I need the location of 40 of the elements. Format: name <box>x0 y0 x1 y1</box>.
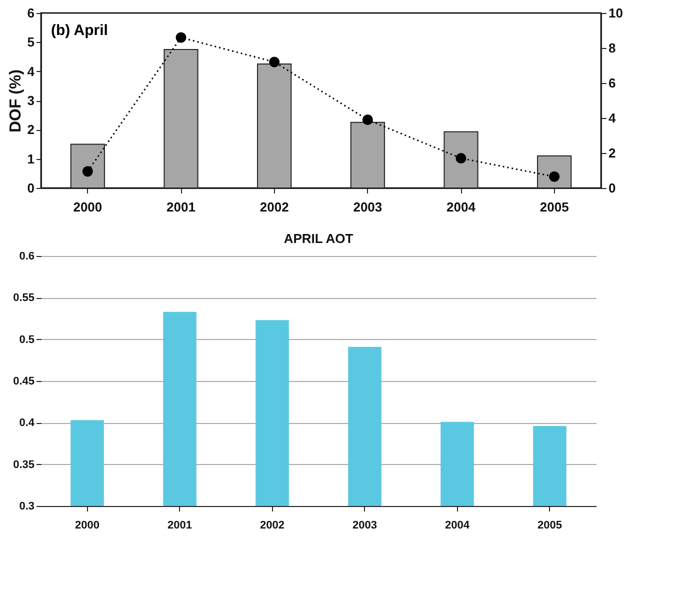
x-tick-label: 2002 <box>260 520 284 532</box>
chart-title: APRIL AOT <box>284 231 354 246</box>
y-tick-label: 0.6 <box>19 250 34 262</box>
y-tick-label: 2 <box>27 122 34 138</box>
x-tick-label: 2001 <box>168 520 192 532</box>
y-tick-label: 0.4 <box>19 417 36 430</box>
y-axis-title: DOF (%) <box>7 69 24 133</box>
y-tick-label: 0.5 <box>19 334 34 346</box>
y-tick-label: 3 <box>27 93 34 108</box>
x-tick-label: 2004 <box>446 200 476 214</box>
y2-tick-label: 2 <box>608 146 616 160</box>
point <box>82 166 93 177</box>
y2-tick-label: 0 <box>608 180 616 196</box>
y2-tick-label: 10 <box>608 6 623 20</box>
y-tick-label: 1 <box>27 151 34 166</box>
annotation: (b) April <box>51 22 108 39</box>
y-tick-label: 0 <box>27 180 34 196</box>
x-tick-label: 2005 <box>538 520 562 532</box>
x-tick-label: 2000 <box>73 200 102 214</box>
y2-tick-label: 6 <box>608 76 616 90</box>
y-tick-label: 0.3 <box>19 500 34 512</box>
point <box>456 153 466 164</box>
y2-tick-label: 8 <box>608 40 616 56</box>
point <box>269 56 280 68</box>
y-tick-label: 6 <box>27 6 34 20</box>
x-tick-label: 2005 <box>540 200 569 214</box>
point <box>362 114 373 125</box>
y-tick-label: 0.55 <box>13 292 34 304</box>
x-tick-label: 2000 <box>75 520 100 532</box>
x-tick-label: 2003 <box>353 200 382 214</box>
point <box>176 32 186 43</box>
x-tick-label: 2003 <box>352 520 377 532</box>
y2-tick-label: 4 <box>608 110 616 126</box>
x-tick-label: 2004 <box>445 520 470 532</box>
y-tick-label: 4 <box>27 64 36 79</box>
y-tick-label: 0.45 <box>13 376 34 388</box>
y-tick-label: 5 <box>27 34 34 50</box>
y-tick-label: 0.35 <box>13 458 34 471</box>
x-tick-label: 2002 <box>260 200 289 214</box>
x-tick-label: 2001 <box>166 200 196 214</box>
